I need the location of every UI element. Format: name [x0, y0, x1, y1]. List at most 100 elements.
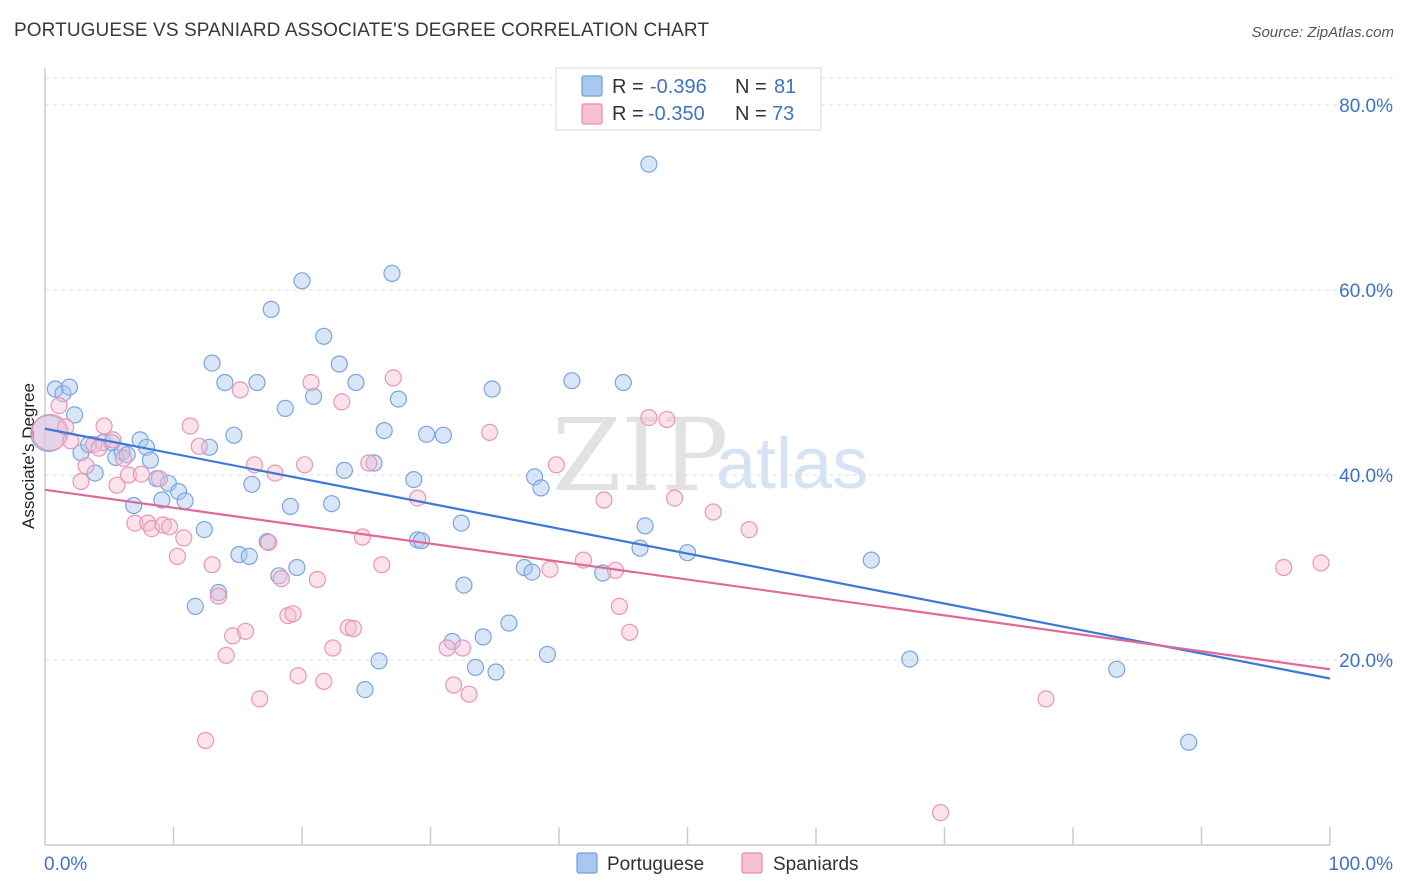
point-spaniards	[197, 731, 215, 750]
point-spaniards	[454, 639, 472, 657]
point-spaniards	[114, 449, 133, 467]
legend-swatch-portuguese	[581, 75, 603, 97]
point-portuguese	[230, 545, 248, 564]
point-spaniards	[90, 439, 108, 457]
point-spaniards	[445, 676, 463, 694]
point-spaniards	[302, 373, 320, 392]
point-portuguese	[141, 451, 159, 469]
point-spaniards	[168, 547, 186, 566]
legend-r-value-portuguese: -0.396	[650, 76, 707, 98]
point-portuguese	[315, 327, 333, 345]
point-spaniards	[236, 622, 255, 640]
point-spaniards	[231, 381, 249, 399]
point-spaniards	[547, 456, 566, 474]
point-portuguese	[293, 272, 311, 290]
point-spaniards	[296, 456, 314, 474]
point-spaniards	[119, 466, 138, 484]
point-spaniards	[1275, 558, 1293, 577]
point-portuguese	[500, 614, 518, 632]
point-portuguese	[389, 390, 407, 408]
point-spaniards	[621, 623, 639, 641]
point-spaniards	[95, 417, 113, 435]
point-portuguese	[525, 468, 544, 486]
x-tick-label-max: 100.0%	[1329, 854, 1394, 875]
point-portuguese	[532, 479, 550, 497]
point-spaniards	[438, 639, 456, 657]
point-spaniards	[150, 470, 168, 488]
point-spaniards	[132, 465, 150, 483]
y-axis-label: Associate's Degree	[19, 383, 38, 529]
x-ticks	[172, 827, 1331, 845]
point-spaniards	[308, 570, 326, 589]
y-tick-labels: 20.0% 40.0% 60.0% 80.0%	[1339, 96, 1393, 672]
point-spaniards	[333, 393, 351, 411]
point-portuguese	[276, 399, 294, 417]
point-portuguese	[243, 475, 261, 493]
legend-r-value-spaniards: -0.350	[648, 103, 705, 125]
point-spaniards	[181, 417, 199, 435]
point-portuguese	[365, 454, 383, 472]
point-spaniards	[409, 489, 427, 507]
point-spaniards	[209, 587, 228, 605]
trendline-portuguese	[44, 427, 1331, 680]
point-spaniards	[161, 518, 179, 536]
y-tick-label: 60.0%	[1339, 281, 1393, 302]
point-portuguese	[452, 514, 470, 532]
bottom-legend-label-portuguese: Portuguese	[607, 854, 704, 875]
legend-n-value-portuguese: 81	[774, 76, 796, 98]
legend-n-value-spaniards: 73	[772, 103, 794, 125]
watermark-atlas: atlas	[716, 424, 868, 504]
point-spaniards	[289, 667, 307, 685]
bottom-legend-swatch-spaniards	[741, 852, 763, 874]
point-spaniards	[610, 597, 629, 616]
legend-n-label: N =	[735, 103, 767, 125]
point-spaniards	[175, 529, 193, 547]
point-portuguese	[347, 373, 365, 392]
point-spaniards	[154, 516, 172, 534]
point-portuguese	[335, 461, 353, 479]
point-portuguese	[356, 680, 374, 699]
point-spaniards	[190, 437, 208, 455]
bottom-legend-label-spaniards: Spaniards	[773, 854, 859, 875]
point-spaniards	[384, 369, 402, 387]
y-tick-label: 80.0%	[1339, 96, 1393, 117]
point-spaniards	[1037, 690, 1055, 708]
point-portuguese	[225, 426, 243, 444]
point-portuguese	[176, 492, 194, 510]
point-portuguese	[640, 155, 658, 173]
point-spaniards	[1312, 554, 1330, 572]
point-spaniards	[272, 569, 290, 588]
point-portuguese	[240, 547, 258, 566]
point-portuguese	[153, 491, 171, 509]
point-portuguese	[614, 373, 632, 392]
legend: R = -0.396 N = 81 R = -0.350 N = 73	[555, 67, 822, 131]
legend-r-label: R =	[612, 76, 644, 98]
point-portuguese	[455, 576, 473, 594]
point-spaniards	[460, 685, 478, 703]
point-spaniards	[360, 454, 378, 472]
x-tick-label-min: 0.0%	[44, 854, 87, 875]
point-portuguese	[262, 300, 280, 318]
gridlines	[45, 77, 1393, 661]
point-spaniards	[339, 618, 357, 637]
point-portuguese	[901, 650, 919, 668]
point-spaniards	[126, 514, 144, 532]
point-portuguese	[305, 387, 323, 405]
point-portuguese	[1180, 733, 1198, 751]
legend-swatch-spaniards	[581, 103, 603, 125]
y-tick-label: 20.0%	[1339, 651, 1393, 672]
point-portuguese	[483, 380, 501, 398]
point-spaniards	[251, 690, 269, 708]
point-portuguese	[1108, 660, 1126, 678]
point-portuguese	[466, 658, 485, 677]
point-spaniards	[324, 639, 342, 657]
point-spaniards	[284, 605, 302, 623]
point-portuguese	[434, 426, 452, 444]
point-portuguese	[248, 373, 266, 392]
point-spaniards	[203, 556, 221, 574]
trendlines	[44, 427, 1331, 680]
point-portuguese	[65, 406, 84, 424]
bottom-legend-swatch-portuguese	[576, 852, 598, 874]
source-label: Source: ZipAtlas.com	[1251, 24, 1394, 41]
